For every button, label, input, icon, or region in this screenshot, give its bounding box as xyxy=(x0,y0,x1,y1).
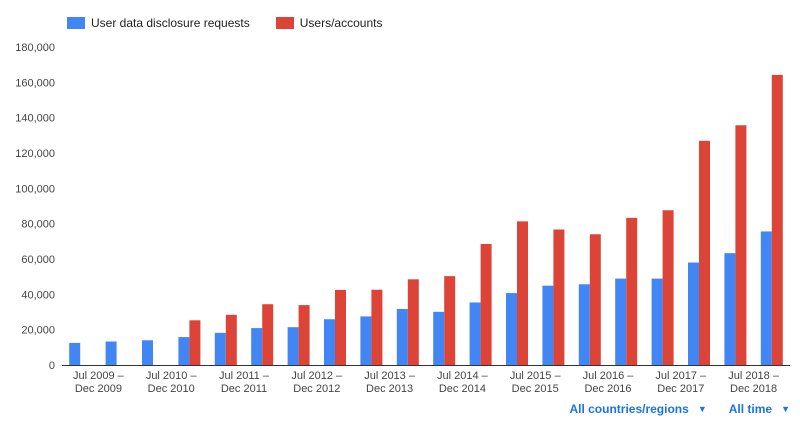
x-tick-label: Jul 2009 – xyxy=(73,370,125,382)
bar-accounts[interactable]: Users/accounts — Jan 2017 – Jun 2017: 83… xyxy=(626,217,638,365)
y-tick-label: 160,000 xyxy=(15,77,55,89)
x-tick-label: Dec 2012 xyxy=(293,383,340,395)
legend-item-accounts[interactable]: Users/accounts xyxy=(275,16,383,30)
legend-label-accounts: Users/accounts xyxy=(299,16,383,30)
legend-swatch-requests xyxy=(67,17,85,29)
caret-down-icon: ▼ xyxy=(781,404,790,414)
x-axis: Jul 2009 –Dec 2009 Jul 2010 –Dec 2010 Jul … xyxy=(73,370,780,395)
bar-requests[interactable]: User data disclosure requests — Jul 2012… xyxy=(287,327,299,365)
bars-group: User data disclosure requests — Jul 2009… xyxy=(69,74,783,365)
x-tick-label: Jul 2013 – xyxy=(364,370,416,382)
x-tick-label: Dec 2013 xyxy=(366,383,413,395)
region-filter-dropdown[interactable]: All countries/regions ▼ xyxy=(569,402,706,416)
bar-requests[interactable]: User data disclosure requests — Jul 2014… xyxy=(433,311,445,365)
legend-label-requests: User data disclosure requests xyxy=(91,16,250,30)
time-filter-label: All time xyxy=(728,402,773,416)
bar-accounts[interactable]: Users/accounts — Jul 2012 – Dec 2012: 33… xyxy=(298,305,310,365)
bar-accounts[interactable]: Users/accounts — Jan 2015 – Jun 2015: 68… xyxy=(480,243,492,365)
x-tick-label: Jul 2014 – xyxy=(437,370,489,382)
bar-chart: 0 20,000 40,000 60,000 80,000 100,000 120,000 1… xyxy=(15,42,790,395)
legend-swatch-accounts xyxy=(275,17,294,29)
bar-requests[interactable]: User data disclosure requests — Jan 2016… xyxy=(542,285,554,365)
bar-accounts[interactable]: Users/accounts — Jul 2017 – Dec 2017: 87… xyxy=(662,210,674,365)
bar-accounts[interactable]: Users/accounts — Jan 2014 – Jun 2014: 48… xyxy=(407,279,419,365)
bar-requests[interactable]: User data disclosure requests — Jan 2013… xyxy=(324,319,335,365)
bar-requests[interactable]: User data disclosure requests — Jan 2010… xyxy=(105,341,117,365)
bar-accounts[interactable]: Users/accounts — Jul 2013 – Dec 2013: 42… xyxy=(371,289,383,365)
bar-accounts[interactable]: Users/accounts — Jan 2018 – Jun 2018: 12… xyxy=(699,140,710,365)
y-tick-label: 60,000 xyxy=(21,254,55,266)
bar-accounts[interactable]: Users/accounts — Jul 2015 – Dec 2015: 81… xyxy=(517,221,528,365)
time-filter-dropdown[interactable]: All time ▼ xyxy=(729,402,790,416)
y-tick-label: 40,000 xyxy=(21,289,55,301)
x-tick-label: Dec 2015 xyxy=(512,383,559,395)
bar-requests[interactable]: User data disclosure requests — Jan 2014… xyxy=(396,308,408,365)
bar-requests[interactable]: User data disclosure requests — Jul 2017… xyxy=(651,278,663,365)
bar-accounts[interactable]: Users/accounts — Jan 2019 – Jun 2019: 16… xyxy=(771,74,783,365)
bar-requests[interactable]: User data disclosure requests — Jul 2011… xyxy=(214,332,226,365)
legend-item-requests[interactable]: User data disclosure requests xyxy=(67,16,250,30)
x-tick-label: Jul 2017 – xyxy=(655,370,707,382)
y-axis: 0 20,000 40,000 60,000 80,000 100,000 120,000 1… xyxy=(15,42,55,372)
bar-requests[interactable]: User data disclosure requests — Jan 2018… xyxy=(688,262,699,365)
bar-requests[interactable]: User data disclosure requests — Jul 2010… xyxy=(142,340,153,365)
bar-requests[interactable]: User data disclosure requests — Jan 2012… xyxy=(251,328,263,365)
bar-requests[interactable]: User data disclosure requests — Jul 2018… xyxy=(724,253,736,365)
x-tick-label: Jul 2011 – xyxy=(219,370,270,382)
y-tick-label: 100,000 xyxy=(15,183,55,195)
y-tick-label: 120,000 xyxy=(15,148,55,160)
x-tick-label: Dec 2010 xyxy=(148,383,195,395)
bar-accounts[interactable]: Users/accounts — Jan 2011 – Jun 2011: 25… xyxy=(189,320,201,365)
bar-requests[interactable]: User data disclosure requests — Jan 2019… xyxy=(760,231,772,365)
bar-accounts[interactable]: Users/accounts — Jan 2016 – Jun 2016: 76… xyxy=(553,229,565,365)
bar-accounts[interactable]: Users/accounts — Jul 2014 – Dec 2014: 50… xyxy=(444,276,456,365)
bar-requests[interactable]: User data disclosure requests — Jul 2016… xyxy=(578,284,590,365)
bar-accounts[interactable]: Users/accounts — Jul 2011 – Dec 2011: 28… xyxy=(225,314,237,365)
bar-requests[interactable]: User data disclosure requests — Jul 2009… xyxy=(69,342,81,365)
x-tick-label: Jul 2010 – xyxy=(146,370,198,382)
bar-accounts[interactable]: Users/accounts — Jan 2012 – Jun 2012: 34… xyxy=(262,304,274,365)
caret-down-icon: ▼ xyxy=(697,404,707,414)
x-tick-label: Jul 2016 – xyxy=(583,370,635,382)
bar-requests[interactable]: User data disclosure requests — Jan 2015… xyxy=(469,302,481,365)
x-tick-label: Dec 2016 xyxy=(584,383,631,395)
y-tick-label: 20,000 xyxy=(21,325,55,337)
region-filter-label: All countries/regions xyxy=(569,402,689,416)
x-tick-label: Jul 2012 – xyxy=(291,370,343,382)
x-tick-label: Dec 2014 xyxy=(439,383,486,395)
filter-bar: All countries/regions ▼ All time ▼ xyxy=(547,402,790,416)
chart-legend: User data disclosure requests Users/acco… xyxy=(67,16,408,30)
bar-requests[interactable]: User data disclosure requests — Jan 2011… xyxy=(178,337,190,365)
x-tick-label: Dec 2018 xyxy=(730,383,777,395)
y-tick-label: 140,000 xyxy=(15,113,55,125)
bar-requests[interactable]: User data disclosure requests — Jul 2013… xyxy=(360,316,372,365)
bar-accounts[interactable]: Users/accounts — Jan 2013 – Jun 2013: 42… xyxy=(335,289,346,365)
x-tick-label: Dec 2011 xyxy=(221,383,267,395)
x-tick-label: Jul 2018 – xyxy=(728,370,780,382)
bar-requests[interactable]: User data disclosure requests — Jul 2015… xyxy=(506,293,517,365)
x-tick-label: Dec 2017 xyxy=(657,383,704,395)
x-tick-label: Dec 2009 xyxy=(75,383,122,395)
bar-accounts[interactable]: Users/accounts — Jul 2018 – Dec 2018: 13… xyxy=(735,125,747,365)
y-tick-label: 0 xyxy=(49,360,55,372)
y-tick-label: 80,000 xyxy=(21,219,55,231)
x-tick-label: Jul 2015 – xyxy=(510,370,562,382)
bar-requests[interactable]: User data disclosure requests — Jan 2017… xyxy=(615,278,627,365)
bar-accounts[interactable]: Users/accounts — Jul 2016 – Dec 2016: 74… xyxy=(589,234,601,365)
y-tick-label: 180,000 xyxy=(15,42,55,54)
